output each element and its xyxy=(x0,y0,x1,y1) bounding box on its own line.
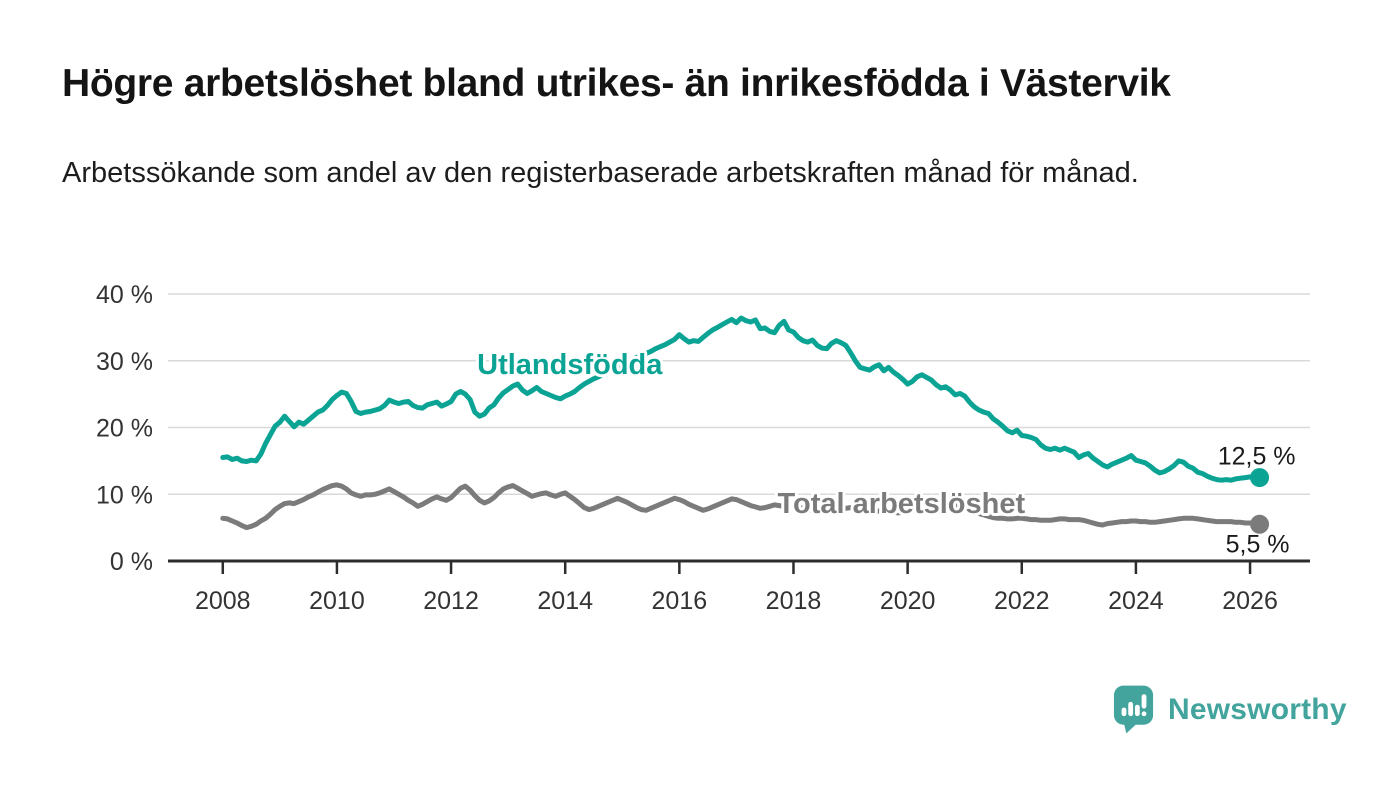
newsworthy-brand-name: Newsworthy xyxy=(1168,692,1347,726)
x-axis-tick-label: 2018 xyxy=(766,587,822,615)
x-axis-tick-label: 2026 xyxy=(1222,587,1278,615)
x-axis-tick-label: 2012 xyxy=(423,587,479,615)
series-line-utlandsfodda xyxy=(220,315,1263,483)
end-value-label-utlandsfodda: 12,5 % xyxy=(1218,443,1296,471)
x-axis-tick-label: 2024 xyxy=(1108,587,1164,615)
y-axis-tick-label: 40 % xyxy=(96,281,153,309)
newsworthy-logo: Newsworthy xyxy=(1113,684,1347,735)
page-title: Högre arbetslöshet bland utrikes- än inr… xyxy=(62,62,1171,105)
series-end-dot-utlandsfodda xyxy=(1250,468,1270,488)
x-axis-tick-label: 2016 xyxy=(652,587,708,615)
page-subtitle: Arbetssökande som andel av den registerb… xyxy=(62,157,1139,189)
y-axis-tick-label: 20 % xyxy=(96,415,153,443)
y-axis-tick-label: 0 % xyxy=(110,548,153,576)
y-axis-tick-label: 10 % xyxy=(96,481,153,509)
series-label-total-arbetsloshet: Total arbetslöshet xyxy=(778,488,1026,520)
end-value-label-total-arbetsloshet: 5,5 % xyxy=(1226,530,1290,558)
series-end-dot-total-arbetsloshet xyxy=(1250,514,1270,534)
y-axis-tick-label: 30 % xyxy=(96,348,153,376)
bar-chart-speech-bubble-icon xyxy=(1113,685,1154,734)
x-axis-tick-label: 2020 xyxy=(880,587,936,615)
x-axis-tick-label: 2010 xyxy=(309,587,365,615)
x-axis-tick-label: 2008 xyxy=(195,587,251,615)
x-axis-tick-label: 2022 xyxy=(994,587,1050,615)
series-line-total-arbetsloshet xyxy=(220,482,1263,531)
x-axis-tick-label: 2014 xyxy=(537,587,593,615)
series-label-utlandsfodda: Utlandsfödda xyxy=(477,349,663,381)
